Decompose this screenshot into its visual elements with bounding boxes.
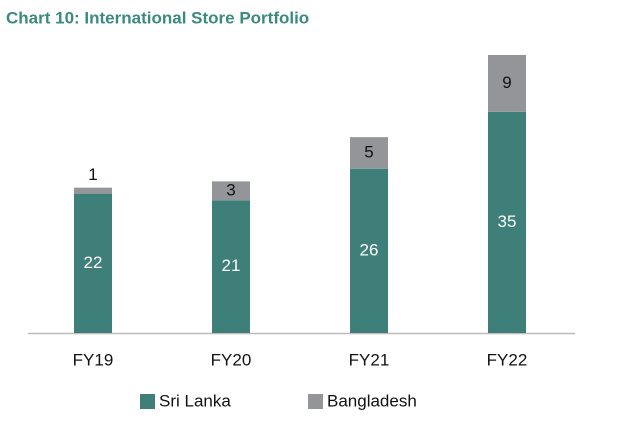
bar-segment: [350, 137, 388, 169]
data-label: 22: [84, 253, 103, 272]
legend-swatch: [308, 394, 323, 409]
x-tick-label: FY21: [349, 350, 390, 369]
bar-segment: [212, 181, 250, 201]
chart-title: Chart 10: International Store Portfolio: [6, 8, 309, 27]
legend-label: Sri Lanka: [159, 391, 231, 410]
bar-segment: [74, 187, 112, 194]
data-label: 1: [88, 165, 97, 184]
data-label: 21: [222, 256, 241, 275]
bar-segment: [74, 194, 112, 333]
legend-swatch: [140, 394, 155, 409]
data-label: 3: [226, 180, 235, 199]
data-label: 35: [498, 212, 517, 231]
bar-segment: [212, 200, 250, 333]
data-label: 26: [360, 240, 379, 259]
data-label: 5: [364, 142, 373, 161]
x-tick-label: FY20: [211, 350, 252, 369]
x-tick-label: FY22: [487, 350, 528, 369]
bar-segment: [488, 55, 526, 112]
bar-segment: [350, 168, 388, 333]
data-label: 9: [502, 73, 511, 92]
bar-segment: [488, 111, 526, 333]
legend-label: Bangladesh: [327, 391, 417, 410]
x-tick-label: FY19: [73, 350, 114, 369]
